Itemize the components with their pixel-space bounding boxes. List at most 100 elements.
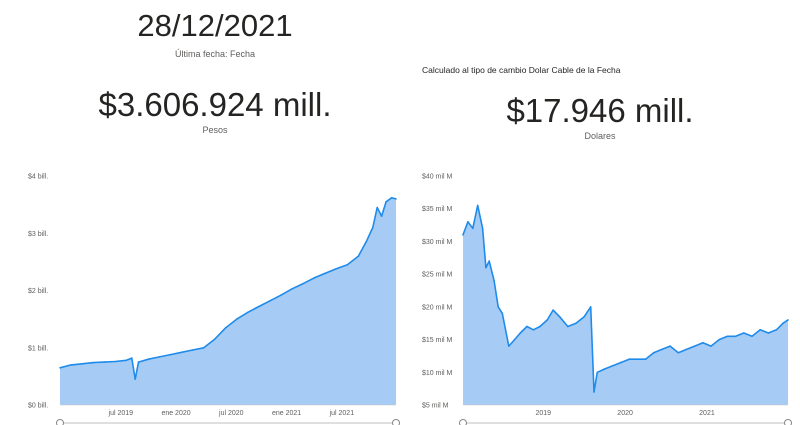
x-tick-label: jul 2021 (329, 410, 355, 417)
data-point (566, 325, 569, 328)
x-tick-label: ene 2021 (272, 410, 301, 417)
x-tick-label: jul 2020 (218, 410, 244, 417)
data-point (247, 311, 249, 314)
data-point (742, 332, 745, 334)
dolares-area-chart[interactable]: $5 mil M $10 mil M $15 mil M $20 mil M $25 m… (400, 0, 800, 425)
data-point (481, 227, 484, 230)
data-point (759, 328, 761, 331)
data-point (488, 260, 490, 262)
last-date-caption: Última fecha: Fecha (174, 49, 256, 59)
kpi-dolares-caption: Dolares (584, 131, 616, 141)
data-point (202, 346, 205, 349)
data-point (644, 358, 647, 361)
data-point (685, 348, 688, 351)
scrollbar-handle-end[interactable] (392, 419, 400, 425)
x-tick-label: ene 2020 (161, 410, 190, 417)
y-tick-label: $5 mil M (422, 403, 449, 410)
data-point (485, 266, 487, 269)
data-point (114, 360, 117, 363)
data-point (596, 371, 599, 374)
data-point (501, 312, 504, 315)
data-point (620, 361, 622, 364)
x-tick-label: jul 2019 (108, 410, 134, 417)
y-tick-label: $4 bill. (28, 174, 48, 181)
data-point (751, 335, 753, 338)
data-point (390, 196, 393, 199)
data-point (493, 279, 495, 282)
data-point (191, 349, 194, 351)
x-tick-label: 2019 (535, 410, 551, 417)
data-point (702, 342, 704, 344)
data-point (767, 332, 770, 334)
data-point (357, 255, 360, 257)
data-point (302, 282, 304, 285)
scrollbar-handle-start[interactable] (56, 419, 64, 425)
scrollbar-handle-start[interactable] (459, 419, 467, 425)
data-point (513, 338, 516, 341)
data-point (280, 294, 282, 296)
data-point (677, 351, 680, 354)
data-point (497, 306, 500, 308)
data-point (291, 287, 293, 290)
data-point (628, 358, 630, 361)
y-tick-label: $10 mil M (422, 370, 453, 377)
data-point (180, 351, 183, 354)
data-point (258, 305, 260, 308)
data-point (508, 345, 510, 347)
data-point (589, 306, 592, 308)
data-point (346, 263, 349, 266)
y-tick-label: $30 mil M (422, 239, 453, 246)
data-point (652, 351, 655, 354)
x-tick-label: 2020 (617, 410, 633, 417)
pesos-area-chart[interactable]: $0 bill. $1 bill. $2 bill. $3 bill. $4 bill.… (0, 0, 400, 425)
data-point (134, 378, 136, 381)
series-area (60, 197, 396, 405)
data-point (269, 300, 271, 302)
y-tick-label: $20 mil M (422, 304, 453, 311)
data-point (718, 338, 721, 341)
y-tick-label: $0 bill. (28, 403, 48, 410)
data-point (726, 335, 729, 338)
data-point (125, 359, 128, 362)
data-point (539, 325, 541, 328)
data-point (636, 358, 639, 361)
data-point (710, 345, 712, 347)
data-point (583, 315, 585, 318)
data-point (472, 227, 474, 230)
kpi-pesos-caption: Pesos (202, 125, 228, 135)
data-point (693, 345, 696, 347)
y-tick-label: $15 mil M (422, 337, 453, 344)
data-point (734, 335, 737, 338)
data-point (103, 361, 106, 363)
data-point (376, 206, 379, 209)
data-point (476, 204, 479, 207)
data-point (380, 215, 383, 217)
data-point (603, 368, 606, 370)
scrollbar-handle-end[interactable] (784, 419, 792, 425)
data-point (147, 358, 150, 361)
data-point (224, 326, 227, 329)
data-point (236, 318, 238, 320)
data-point (365, 241, 367, 243)
y-tick-label: $25 mil M (422, 272, 453, 279)
data-point (324, 272, 327, 275)
data-point (131, 357, 133, 359)
data-point (92, 361, 94, 364)
data-point (532, 328, 535, 331)
data-point (313, 277, 316, 279)
data-point (552, 309, 554, 311)
data-point (335, 267, 338, 270)
data-point (787, 319, 789, 321)
data-point (612, 364, 614, 367)
last-date-value: 28/12/2021 (137, 8, 293, 43)
data-point (158, 356, 161, 358)
data-point (467, 221, 469, 223)
data-point (169, 353, 172, 356)
y-tick-label: $40 mil M (422, 174, 453, 181)
data-point (81, 362, 83, 365)
data-point (669, 345, 671, 347)
data-point (661, 348, 663, 351)
data-point (775, 328, 778, 331)
exchange-rate-note: Calculado al tipo de cambio Dolar Cable … (422, 65, 621, 75)
data-point (519, 332, 522, 334)
